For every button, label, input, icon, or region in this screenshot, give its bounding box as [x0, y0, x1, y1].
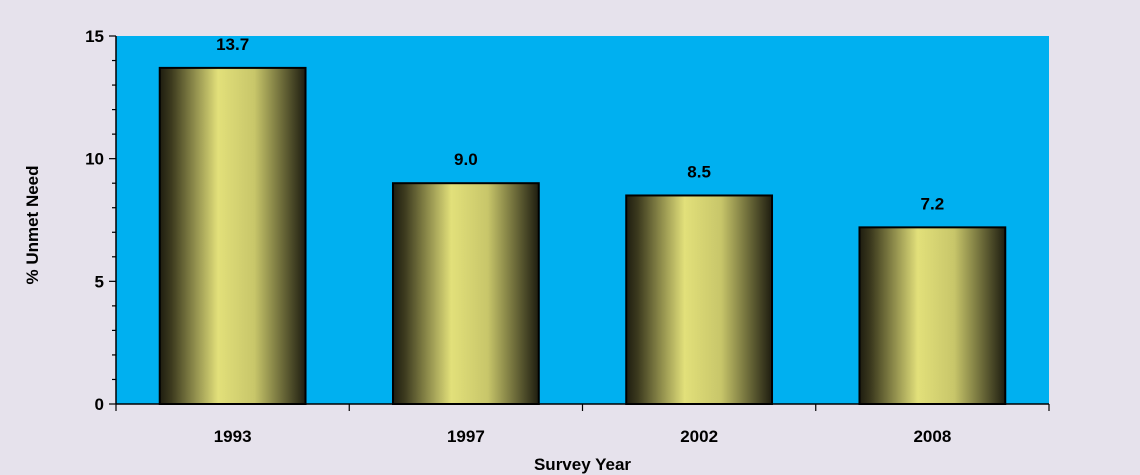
y-tick-label: 15 [85, 27, 104, 46]
y-tick-label: 10 [85, 150, 104, 169]
y-tick-label: 5 [95, 272, 104, 291]
x-tick-label-1993: 1993 [214, 427, 252, 446]
y-axis-title: % Unmet Need [23, 165, 42, 284]
bar-2008 [858, 226, 1007, 405]
x-tick-label-2008: 2008 [913, 427, 951, 446]
x-axis-title: Survey Year [534, 455, 631, 474]
data-label-2002: 8.5 [687, 162, 711, 181]
x-tick-label-2002: 2002 [680, 427, 718, 446]
y-tick-label: 0 [95, 395, 104, 414]
x-tick-label-1997: 1997 [447, 427, 485, 446]
bar-1993 [158, 66, 307, 405]
x-ticks: 1993 1997 2002 2008 [115, 404, 1050, 446]
data-label-1997: 9.0 [454, 150, 478, 169]
data-label-1993: 13.7 [216, 35, 249, 54]
data-label-2008: 7.2 [921, 194, 945, 213]
bars-group: 13.7 9.0 8.5 7.2 [158, 35, 1007, 405]
bar-1997 [391, 182, 540, 405]
bar-2002 [625, 194, 774, 405]
y-ticks: 0 5 10 15 [85, 27, 116, 414]
